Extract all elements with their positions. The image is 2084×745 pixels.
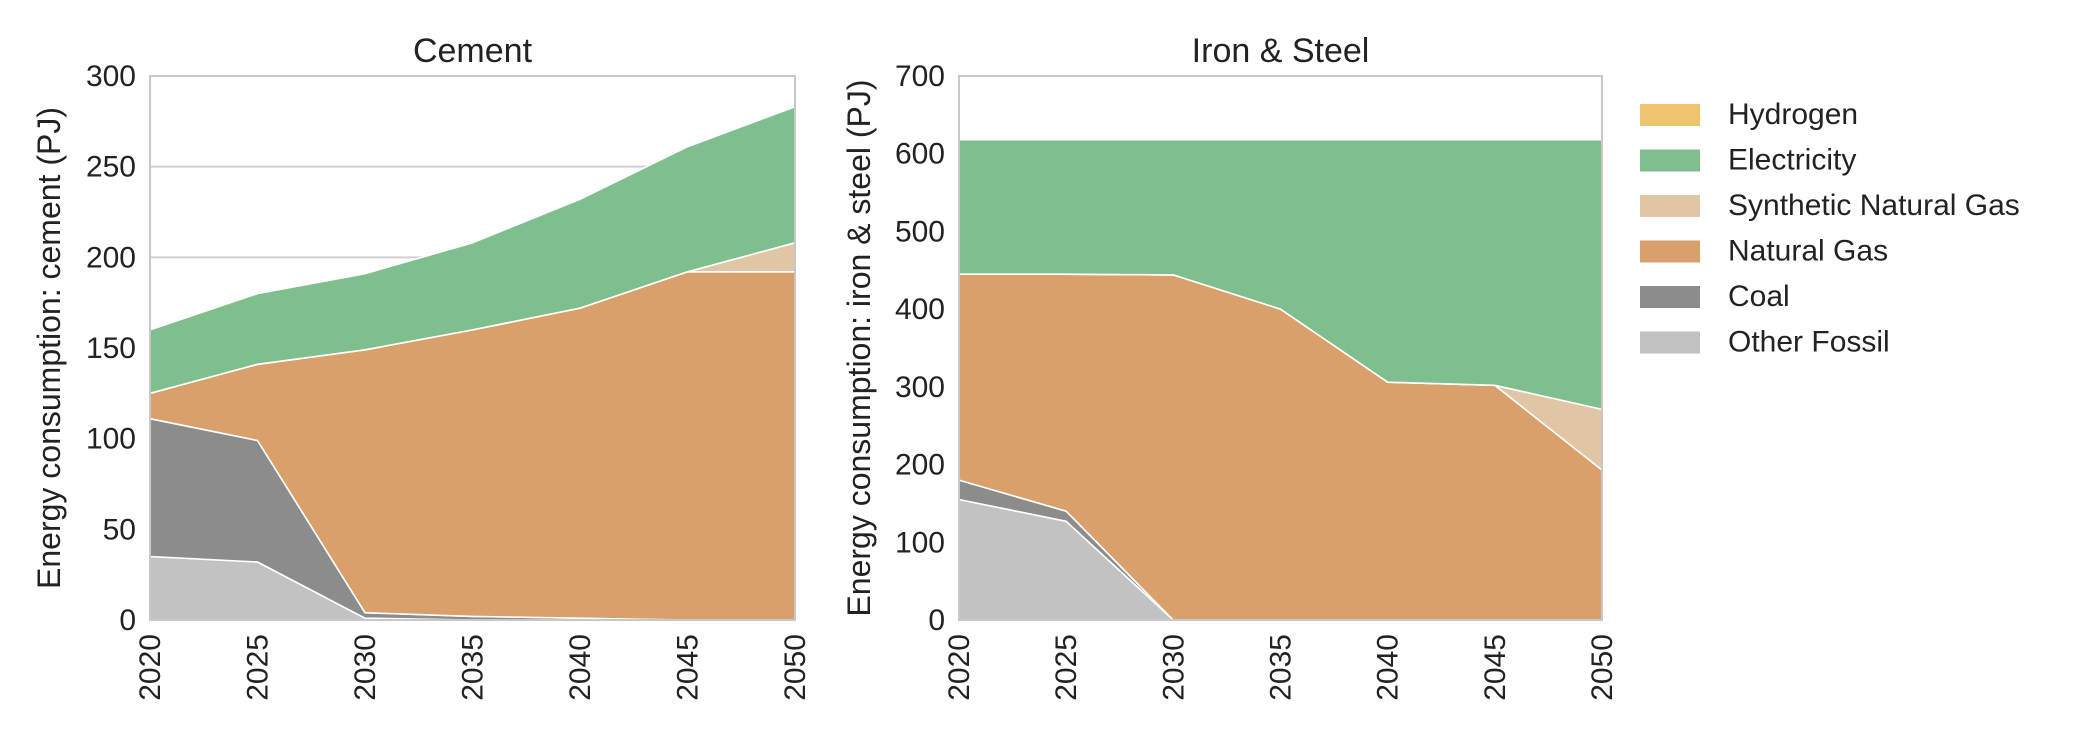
legend-label: Hydrogen [1728,98,1858,131]
legend-swatch [1640,331,1700,354]
legend-swatch [1640,286,1700,308]
y-tick-label: 0 [119,604,136,637]
x-tick-label: 2045 [1479,634,1512,701]
x-tick-label: 2050 [779,634,812,701]
x-tick-label: 2030 [349,634,382,701]
legend-label: Synthetic Natural Gas [1728,189,2020,222]
chart-title: Cement [413,32,533,70]
y-tick-label: 200 [895,449,945,482]
legend-swatch [1640,104,1700,126]
y-tick-label: 600 [895,138,945,171]
y-tick-label: 100 [895,526,945,559]
x-tick-label: 2040 [564,634,597,701]
y-tick-label: 400 [895,293,945,326]
legend-label: Electricity [1728,144,1856,177]
legend: Hydrogen Electricity Synthetic Natural Gas… [1640,98,2020,359]
y-tick-label: 300 [895,371,945,404]
y-axis-label: Energy consumption: cement (PJ) [31,107,67,589]
y-tick-label: 700 [895,60,945,93]
y-tick-label: 100 [86,423,136,456]
panel-cement: 0 50 100 150 200 250 300 2020 2025 2030 2035 2040 20… [31,32,812,701]
legend-label: Natural Gas [1728,235,1888,268]
x-tick-label: 2035 [1265,634,1298,701]
x-tick-label: 2025 [1050,634,1083,701]
y-tick-label: 250 [86,151,136,184]
plot-frame [149,75,796,621]
x-tick-label: 2040 [1372,634,1405,701]
x-tick-label: 2045 [672,634,705,701]
legend-label: Other Fossil [1728,326,1890,359]
y-tick-label: 200 [86,241,136,274]
y-tick-label: 150 [86,332,136,365]
plot-frame [958,75,1603,621]
legend-swatch [1640,195,1700,217]
x-tick-label: 2020 [943,634,976,701]
x-tick-label: 2050 [1586,634,1619,701]
legend-label: Coal [1728,280,1790,313]
x-tick-label: 2030 [1157,634,1190,701]
panel-iron-steel: 0 100 200 300 400 500 600 700 2020 2025 2030 2035 20… [841,32,1619,701]
x-tick-label: 2025 [242,634,275,701]
x-tick-label: 2035 [457,634,490,701]
legend-swatch [1640,149,1700,172]
y-tick-label: 0 [928,604,945,637]
y-axis-label: Energy consumption: iron & steel (PJ) [841,79,877,616]
y-tick-label: 500 [895,215,945,248]
chart-title: Iron & Steel [1192,32,1370,70]
y-tick-label: 300 [86,60,136,93]
y-tick-label: 50 [103,513,136,546]
x-tick-label: 2020 [134,634,167,701]
legend-swatch [1640,240,1700,263]
